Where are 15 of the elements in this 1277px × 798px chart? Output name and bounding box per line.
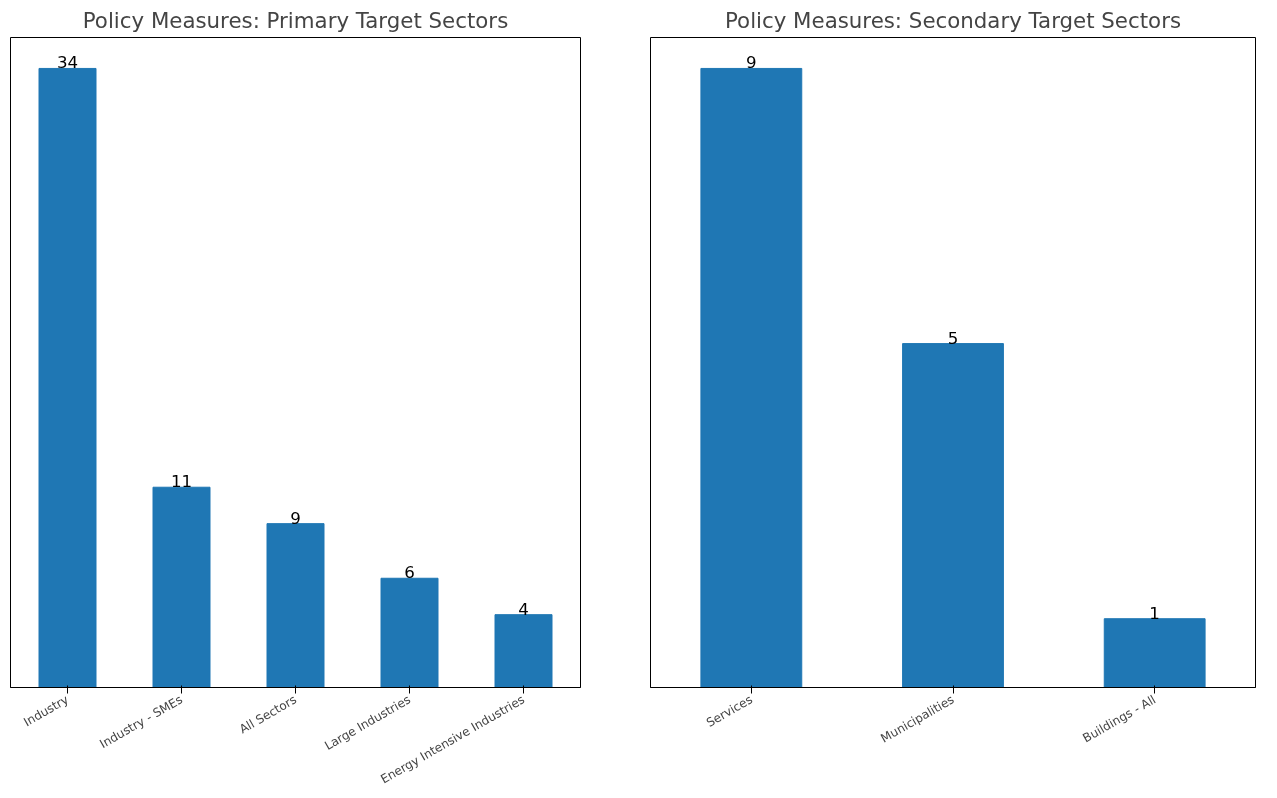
data-label: 11 [170, 472, 193, 492]
data-label: 1 [1149, 603, 1160, 623]
bar [152, 486, 211, 688]
data-label: 5 [947, 328, 959, 348]
bar [266, 523, 325, 688]
bar [38, 67, 97, 688]
data-label: 34 [56, 53, 79, 73]
chart-title: Policy Measures: Primary Target Sectors [82, 7, 509, 33]
data-label: 9 [746, 53, 757, 73]
bar [380, 577, 439, 688]
data-label: 4 [518, 599, 529, 619]
bar [494, 614, 553, 688]
chart-title: Policy Measures: Secondary Target Sectors [724, 7, 1182, 33]
data-label: 6 [404, 563, 415, 583]
data-label: 9 [290, 508, 301, 528]
